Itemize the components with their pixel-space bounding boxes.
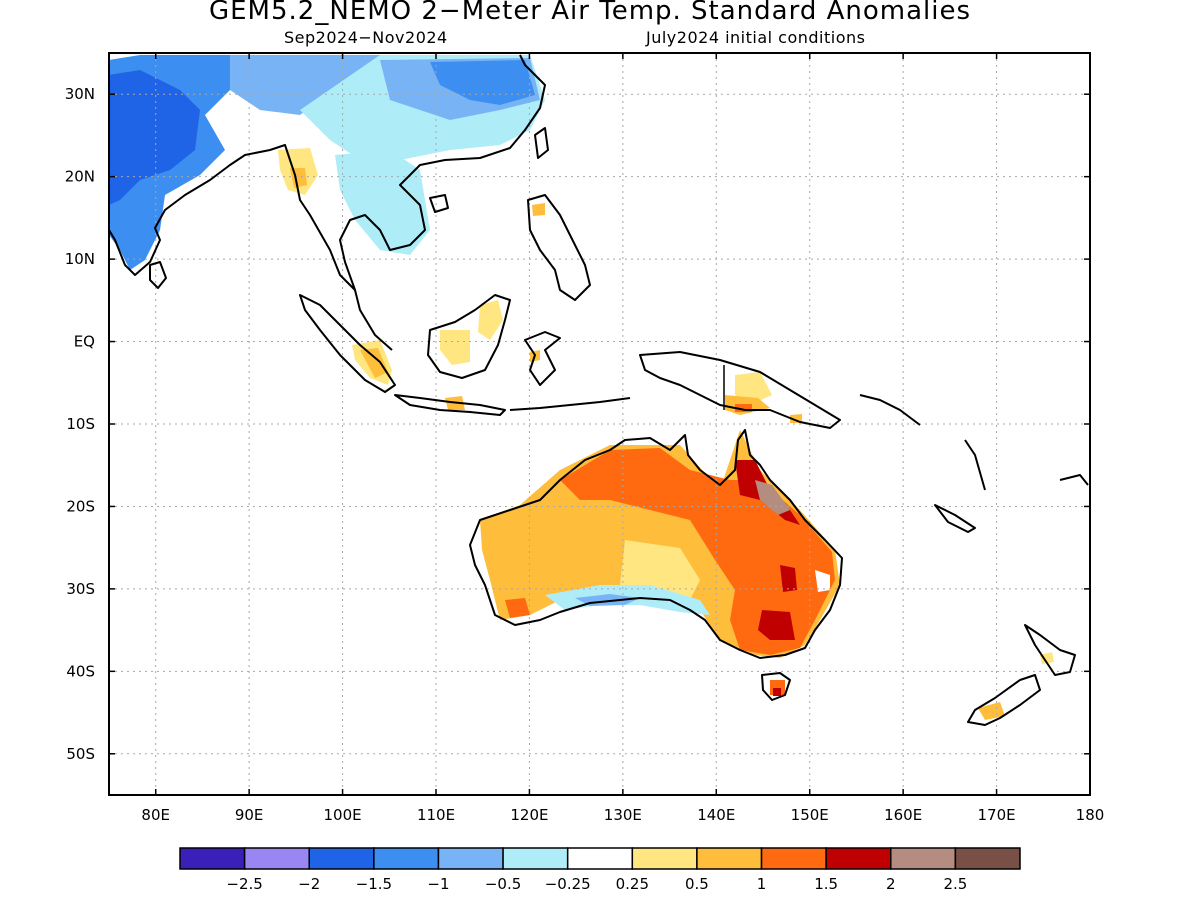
lat-tick-label: 10S [66, 415, 95, 433]
coastline-new-zealand-south [967, 674, 1041, 726]
philippines-warm-area [532, 203, 545, 216]
coastline-java [394, 394, 506, 416]
color-swatch [308, 847, 375, 870]
longitude-axis: 80E 90E 100E 110E 120E 130E 140E 150E 160E 170E 18… [141, 53, 1104, 824]
initial-conditions-note: July2024 initial conditions [646, 28, 866, 47]
east-china-strong-cold [430, 60, 535, 105]
color-swatch [890, 847, 957, 870]
color-scale-label: −0.25 [545, 875, 591, 893]
color-scale-label: −0.5 [485, 875, 521, 893]
india-strong-cold-area [109, 70, 200, 205]
color-swatch [243, 847, 310, 870]
color-scale-label: −1.5 [356, 875, 392, 893]
lon-tick-label: 110E [417, 806, 455, 824]
anomaly-shading-asia [109, 55, 545, 270]
southwest-warm-spot [505, 598, 530, 618]
east-coast-white-patch [815, 570, 830, 592]
color-swatch [566, 847, 634, 870]
coastlines [109, 54, 1089, 726]
lon-tick-label: 180 [1076, 806, 1105, 824]
color-scale-label: 1.5 [814, 875, 838, 893]
lon-tick-label: 150E [791, 806, 829, 824]
coastline-philippines [527, 194, 591, 301]
color-swatch [373, 847, 440, 870]
color-swatch [954, 847, 1021, 870]
lon-tick-label: 80E [141, 806, 170, 824]
coastline-new-guinea [639, 351, 841, 429]
color-scale-labels: −2.5 −2 −1.5 −1 −0.5 −0.25 0.25 0.5 1 1.5 2 2.5 [226, 875, 967, 893]
coastline-sulawesi [524, 331, 561, 386]
color-swatch [696, 847, 763, 870]
color-swatch [825, 847, 892, 870]
color-scale-label: 2 [886, 875, 896, 893]
lon-tick-label: 120E [510, 806, 548, 824]
map-gridlines [109, 53, 1090, 795]
color-swatch [437, 847, 504, 870]
sumatra-warm-core [360, 348, 388, 378]
color-swatch [179, 847, 246, 870]
color-swatch [760, 847, 827, 870]
coastline-australia [469, 429, 843, 659]
coastline-sumatra [299, 294, 396, 393]
color-scale-label: −2 [298, 875, 320, 893]
lat-tick-label: 40S [66, 662, 95, 680]
lat-tick-label: 30S [66, 580, 95, 598]
lon-tick-label: 160E [884, 806, 922, 824]
borneo-warm-area [440, 330, 470, 365]
color-scale-label: −2.5 [226, 875, 262, 893]
color-swatch [502, 847, 569, 870]
lat-tick-label: 50S [66, 745, 95, 763]
borneo-north-warm-area [478, 300, 503, 340]
color-scale-label: 1 [757, 875, 767, 893]
lat-tick-label: 20N [65, 168, 95, 186]
coastline-malay-peninsula [354, 289, 393, 351]
lon-tick-label: 90E [235, 806, 264, 824]
coastline-fiji-vanuatu [964, 439, 1089, 491]
coastline-borneo [427, 294, 511, 379]
coastline-lesser-sunda [509, 397, 631, 411]
color-scale-label: 0.25 [616, 875, 649, 893]
coastline-taiwan [534, 127, 549, 159]
lon-tick-label: 130E [604, 806, 642, 824]
lon-tick-label: 140E [697, 806, 735, 824]
coastline-hainan [429, 194, 449, 213]
latitude-axis: 30N 20N 10N EQ 10S 20S 30S 40S 50S [65, 85, 1090, 763]
lon-tick-label: 170E [978, 806, 1016, 824]
lat-tick-label: 10N [65, 250, 95, 268]
new-zealand-warm-area [978, 702, 1005, 720]
coastline-tasmania [761, 672, 791, 701]
coastline-solomons [859, 394, 921, 426]
lon-tick-label: 100E [324, 806, 362, 824]
coastline-new-caledonia [934, 504, 976, 533]
coastline-new-zealand-north [1024, 624, 1076, 676]
map-title: GEM5.2_NEMO 2−Meter Air Temp. Standard A… [208, 0, 972, 26]
color-scale-label: −1 [427, 875, 449, 893]
lat-tick-label: 20S [66, 497, 95, 515]
color-scale-bar [179, 847, 1021, 870]
color-scale-label: 0.5 [685, 875, 709, 893]
coastline-sri-lanka [149, 261, 167, 289]
lat-tick-label: EQ [74, 333, 95, 351]
forecast-period: Sep2024−Nov2024 [284, 28, 448, 47]
nsw-hot-spot [780, 565, 797, 592]
indochina-anomaly-area [335, 150, 430, 255]
color-scale-label: 2.5 [943, 875, 967, 893]
tibet-anomaly-area [230, 55, 380, 115]
tasmania-hot-spot [773, 688, 781, 696]
color-swatch [631, 847, 698, 870]
lat-tick-label: 30N [65, 85, 95, 103]
nsw-hot-area [758, 610, 795, 640]
anomaly-shading-australia [480, 430, 1054, 720]
new-zealand-north-warm-spot [1040, 652, 1054, 664]
